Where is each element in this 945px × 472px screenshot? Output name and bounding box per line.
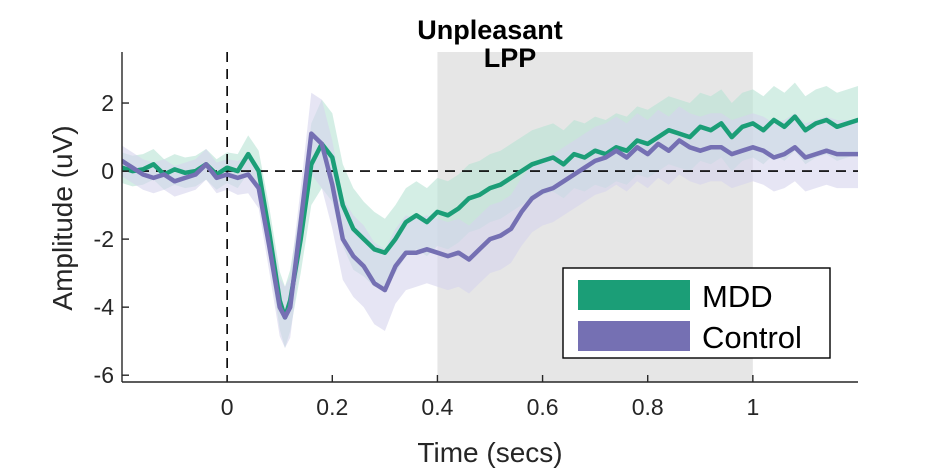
axis-ticks: 0 0.2 0.4 0.6 0.8 1 -6 -4 -2 0 2	[94, 90, 760, 420]
legend-label-mdd: MDD	[702, 279, 773, 314]
y-tick-label: -6	[94, 362, 114, 388]
confidence-bands	[122, 82, 858, 348]
legend-swatch-mdd	[578, 280, 690, 310]
y-tick-label: 0	[101, 158, 114, 184]
y-tick-label: -2	[94, 226, 114, 252]
x-tick-label: 0.2	[316, 394, 348, 420]
chart-subtitle: LPP	[484, 43, 537, 73]
ci-band-control	[122, 92, 858, 348]
x-tick-label: 0.4	[421, 394, 453, 420]
x-tick-label: 1	[746, 394, 759, 420]
x-tick-label: 0	[221, 394, 234, 420]
series-lines	[122, 114, 858, 320]
x-axis-title: Time (secs)	[417, 437, 562, 468]
legend-label-control: Control	[702, 320, 802, 355]
series-line-mdd	[122, 114, 858, 320]
y-axis-title: Amplitude (uV)	[47, 125, 78, 310]
series-line-control	[122, 131, 858, 320]
y-tick-label: 2	[101, 90, 114, 116]
legend-swatch-control	[578, 321, 690, 351]
y-tick-label: -4	[94, 294, 115, 320]
chart-title: Unpleasant	[417, 15, 563, 45]
legend: MDD Control	[562, 267, 831, 359]
x-tick-label: 0.6	[527, 394, 559, 420]
x-tick-label: 0.8	[632, 394, 664, 420]
